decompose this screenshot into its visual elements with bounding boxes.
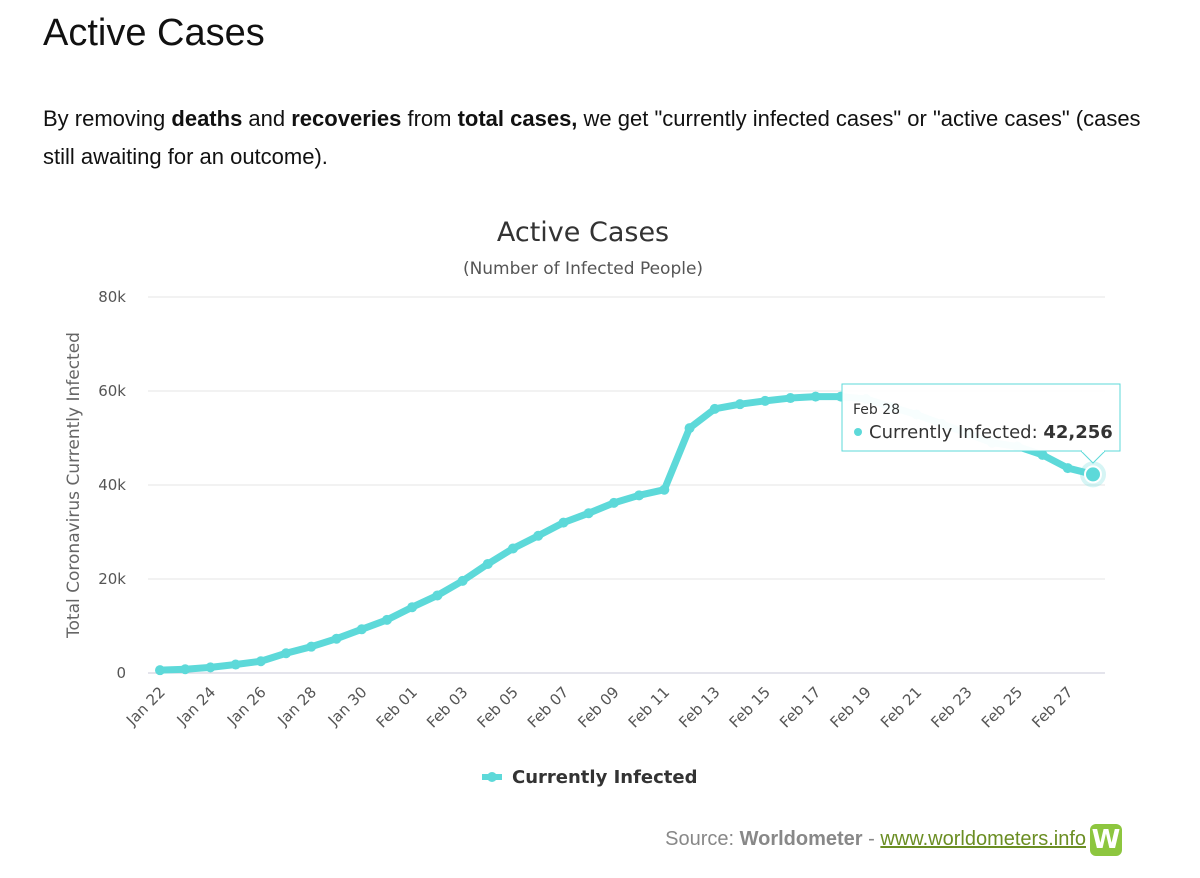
- x-tick-label: Feb 15: [726, 683, 774, 731]
- tooltip-pointer: [1080, 450, 1106, 464]
- x-tick-label: Feb 07: [524, 683, 572, 731]
- tooltip-series-label: Currently Infected:: [869, 422, 1043, 443]
- data-point[interactable]: [381, 614, 392, 625]
- x-tick-label: Feb 23: [927, 683, 975, 731]
- active-cases-chart[interactable]: Active Cases (Number of Infected People)…: [0, 0, 1200, 810]
- tooltip-series-text: Currently Infected: 42,256: [869, 422, 1113, 443]
- x-tick-label: Feb 03: [423, 683, 471, 731]
- x-tick-label: Feb 01: [373, 683, 421, 731]
- data-point[interactable]: [180, 664, 191, 675]
- data-point[interactable]: [785, 393, 796, 404]
- data-point[interactable]: [255, 656, 266, 667]
- data-point[interactable]: [659, 484, 670, 495]
- data-point[interactable]: [155, 665, 165, 676]
- intro-text-2: and: [242, 106, 292, 131]
- chart-subtitle: (Number of Infected People): [463, 259, 703, 279]
- data-point[interactable]: [634, 490, 645, 501]
- y-axis-label: Total Coronavirus Currently Infected: [64, 332, 84, 639]
- data-point[interactable]: [1084, 465, 1102, 484]
- y-tick-label: 0: [116, 664, 126, 682]
- data-point[interactable]: [482, 558, 493, 569]
- tooltip-date: Feb 28: [853, 402, 900, 418]
- intro-bold-total-cases: total cases,: [457, 106, 578, 131]
- intro-text-3: from: [401, 106, 458, 131]
- x-tick-label: Jan 30: [324, 683, 371, 730]
- legend-marker-symbol: [487, 772, 497, 782]
- legend-label[interactable]: Currently Infected: [512, 767, 698, 788]
- source-separator: -: [862, 828, 881, 850]
- source-link[interactable]: www.worldometers.info: [880, 828, 1086, 850]
- data-point[interactable]: [1037, 449, 1048, 460]
- data-point[interactable]: [1062, 463, 1073, 474]
- source-prefix: Source:: [665, 828, 740, 850]
- worldometer-logo[interactable]: W: [1090, 824, 1122, 856]
- data-point[interactable]: [734, 399, 745, 410]
- x-tick-label: Jan 28: [273, 683, 320, 730]
- data-point[interactable]: [533, 530, 544, 541]
- data-point[interactable]: [709, 403, 720, 414]
- x-tick-label: Feb 21: [877, 683, 925, 731]
- tooltip-box: [841, 383, 1121, 452]
- x-tick-label: Feb 13: [675, 683, 723, 731]
- data-point[interactable]: [356, 624, 367, 635]
- intro-paragraph: By removing deaths and recoveries from t…: [43, 100, 1153, 176]
- grid-lines: [148, 296, 1105, 674]
- x-tick-label: Feb 11: [625, 683, 673, 731]
- data-point[interactable]: [281, 648, 292, 659]
- legend[interactable]: Currently Infected: [482, 767, 698, 788]
- tooltip-series-dot: [854, 428, 862, 436]
- intro-text-4: we get "currently infected cases" or "ac…: [43, 106, 1141, 169]
- chart-title: Active Cases: [497, 217, 669, 248]
- data-point[interactable]: [306, 641, 317, 652]
- x-tick-label: Jan 22: [122, 683, 169, 730]
- page-heading: Active Cases: [43, 12, 265, 54]
- x-tick-label: Feb 25: [978, 683, 1026, 731]
- x-tick-label: Feb 27: [1028, 683, 1076, 731]
- data-point[interactable]: [432, 590, 443, 601]
- data-point[interactable]: [608, 497, 619, 508]
- data-point[interactable]: [407, 602, 418, 613]
- data-point[interactable]: [558, 517, 569, 528]
- y-tick-label: 60k: [98, 382, 126, 400]
- data-point[interactable]: [508, 543, 519, 554]
- x-tick-label: Feb 17: [776, 683, 824, 731]
- data-point[interactable]: [684, 423, 695, 434]
- x-tick-label: Feb 09: [574, 683, 622, 731]
- data-point[interactable]: [810, 391, 821, 402]
- y-tick-label: 80k: [98, 288, 126, 306]
- tooltip: Feb 28 Currently Infected: 42,256: [841, 383, 1121, 464]
- data-point[interactable]: [760, 395, 771, 406]
- y-axis-ticks: 0 20k 40k 60k 80k: [98, 288, 126, 682]
- intro-text-1: By removing: [43, 106, 172, 131]
- source-credit: Source: Worldometer - www.worldometers.i…: [665, 828, 1086, 851]
- data-point[interactable]: [230, 659, 241, 670]
- x-axis-ticks: Jan 22 Jan 24 Jan 26 Jan 28 Jan 30 Feb 01 Feb …: [122, 683, 1076, 731]
- data-point[interactable]: [205, 662, 216, 673]
- y-tick-label: 40k: [98, 476, 126, 494]
- intro-bold-deaths: deaths: [171, 106, 243, 131]
- intro-bold-recoveries: recoveries: [291, 106, 402, 131]
- data-point[interactable]: [457, 575, 468, 586]
- y-tick-label: 20k: [98, 570, 126, 588]
- x-tick-label: Jan 26: [223, 683, 270, 730]
- x-tick-label: Feb 19: [827, 683, 875, 731]
- tooltip-value: 42,256: [1043, 422, 1112, 443]
- data-point[interactable]: [331, 633, 342, 644]
- x-tick-label: Feb 05: [473, 683, 521, 731]
- data-point[interactable]: [583, 508, 594, 519]
- source-name: Worldometer: [739, 828, 863, 850]
- x-tick-label: Jan 24: [173, 683, 220, 730]
